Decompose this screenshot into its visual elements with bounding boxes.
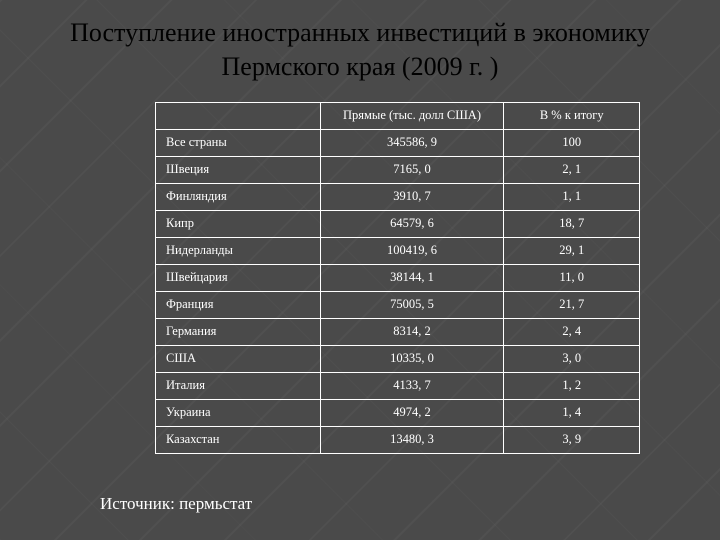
cell-direct: 13480, 3	[320, 426, 504, 453]
cell-country: Кипр	[156, 210, 321, 237]
cell-direct: 4133, 7	[320, 372, 504, 399]
cell-direct: 3910, 7	[320, 183, 504, 210]
col-header-pct: В % к итогу	[504, 102, 640, 129]
table-row: Казахстан 13480, 3 3, 9	[156, 426, 640, 453]
title-line-1: Поступление иностранных инвестиций в эко…	[70, 18, 650, 47]
table-row: Все страны 345586, 9 100	[156, 129, 640, 156]
col-header-direct: Прямые (тыс. долл США)	[320, 102, 504, 129]
cell-country: Франция	[156, 291, 321, 318]
cell-country: Нидерланды	[156, 237, 321, 264]
table-row: Германия 8314, 2 2, 4	[156, 318, 640, 345]
cell-country: Швеция	[156, 156, 321, 183]
table-row: Кипр 64579, 6 18, 7	[156, 210, 640, 237]
cell-country: Украина	[156, 399, 321, 426]
cell-pct: 29, 1	[504, 237, 640, 264]
investment-table: Прямые (тыс. долл США) В % к итогу Все с…	[155, 102, 640, 454]
table-row: Украина 4974, 2 1, 4	[156, 399, 640, 426]
cell-pct: 1, 2	[504, 372, 640, 399]
cell-pct: 21, 7	[504, 291, 640, 318]
cell-direct: 8314, 2	[320, 318, 504, 345]
cell-country: Германия	[156, 318, 321, 345]
cell-pct: 2, 1	[504, 156, 640, 183]
cell-country: США	[156, 345, 321, 372]
cell-country: Казахстан	[156, 426, 321, 453]
cell-direct: 38144, 1	[320, 264, 504, 291]
cell-direct: 10335, 0	[320, 345, 504, 372]
cell-pct: 3, 0	[504, 345, 640, 372]
cell-direct: 345586, 9	[320, 129, 504, 156]
table-row: Франция 75005, 5 21, 7	[156, 291, 640, 318]
cell-country: Все страны	[156, 129, 321, 156]
cell-direct: 4974, 2	[320, 399, 504, 426]
slide-title: Поступление иностранных инвестиций в эко…	[0, 0, 720, 94]
cell-country: Швейцария	[156, 264, 321, 291]
cell-pct: 11, 0	[504, 264, 640, 291]
cell-pct: 100	[504, 129, 640, 156]
cell-country: Италия	[156, 372, 321, 399]
cell-direct: 64579, 6	[320, 210, 504, 237]
cell-direct: 7165, 0	[320, 156, 504, 183]
cell-pct: 1, 1	[504, 183, 640, 210]
table-row: Швейцария 38144, 1 11, 0	[156, 264, 640, 291]
table-row: Италия 4133, 7 1, 2	[156, 372, 640, 399]
table-header-row: Прямые (тыс. долл США) В % к итогу	[156, 102, 640, 129]
table-row: Швеция 7165, 0 2, 1	[156, 156, 640, 183]
cell-pct: 1, 4	[504, 399, 640, 426]
cell-direct: 100419, 6	[320, 237, 504, 264]
cell-pct: 18, 7	[504, 210, 640, 237]
table-row: США 10335, 0 3, 0	[156, 345, 640, 372]
title-line-2: Пермского края (2009 г. )	[222, 52, 499, 81]
cell-country: Финляндия	[156, 183, 321, 210]
cell-direct: 75005, 5	[320, 291, 504, 318]
col-header-country	[156, 102, 321, 129]
cell-pct: 3, 9	[504, 426, 640, 453]
cell-pct: 2, 4	[504, 318, 640, 345]
source-label: Источник: пермьстат	[100, 494, 252, 514]
table-row: Нидерланды 100419, 6 29, 1	[156, 237, 640, 264]
table-row: Финляндия 3910, 7 1, 1	[156, 183, 640, 210]
investment-table-container: Прямые (тыс. долл США) В % к итогу Все с…	[155, 102, 640, 454]
